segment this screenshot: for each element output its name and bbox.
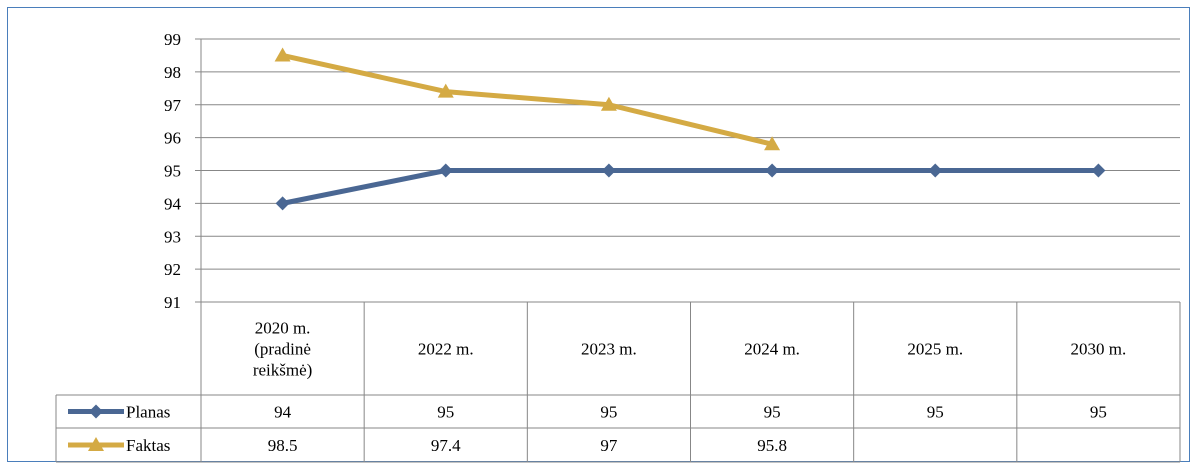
table-cell-value: 95.8 — [757, 436, 787, 455]
category-label: 2023 m. — [581, 340, 637, 359]
table-cell-value: 94 — [274, 403, 292, 422]
y-tick-label: 98 — [164, 63, 181, 82]
data-table: 2020 m. (pradinė reikšmė) 2022 m. 2023 m. 202… — [55, 302, 1181, 463]
data-point-diamond — [275, 196, 290, 211]
table-cell-value: 95 — [927, 403, 944, 422]
category-label: reikšmė) — [253, 361, 312, 380]
y-tick-label: 94 — [164, 194, 182, 213]
y-tick-label: 96 — [164, 129, 181, 148]
y-tick-label: 92 — [164, 260, 181, 279]
category-label: 2025 m. — [907, 340, 963, 359]
category-label: (pradinė — [254, 340, 311, 359]
table-cell-value: 95 — [600, 403, 617, 422]
data-point-diamond — [601, 163, 616, 178]
y-tick-label: 99 — [164, 30, 181, 49]
series-line-planas — [282, 168, 1099, 206]
series-line-faktas — [282, 52, 773, 147]
y-tick-label: 91 — [164, 293, 181, 312]
table-cell-value: 98.5 — [268, 436, 298, 455]
category-label: 2022 m. — [418, 340, 474, 359]
legend-key-triangle-marker — [88, 437, 104, 451]
data-point-triangle — [274, 47, 291, 62]
data-point-triangle — [600, 96, 617, 111]
data-point-diamond — [438, 163, 453, 178]
category-label: 2024 m. — [744, 340, 800, 359]
table-cell-value: 95 — [1090, 403, 1107, 422]
category-label: 2020 m. — [255, 319, 311, 338]
table-cell-value: 95 — [764, 403, 781, 422]
legend-label: Faktas — [126, 436, 170, 455]
data-point-triangle — [764, 136, 781, 151]
legend-key-diamond-marker — [89, 404, 103, 419]
y-tick-label: 95 — [164, 162, 181, 181]
y-axis: 91 92 93 94 95 96 97 98 99 — [164, 30, 202, 312]
data-point-triangle — [437, 83, 454, 98]
y-tick-label: 97 — [164, 96, 182, 115]
series-lines — [274, 47, 1106, 211]
data-point-diamond — [1091, 163, 1106, 178]
category-label: 2030 m. — [1071, 340, 1127, 359]
data-point-diamond — [928, 163, 943, 178]
y-tick-label: 93 — [164, 227, 181, 246]
legend-label: Planas — [126, 403, 170, 422]
table-cell-value: 97.4 — [431, 436, 461, 455]
table-cell-value: 97 — [600, 436, 618, 455]
table-cell-value: 95 — [437, 403, 454, 422]
data-point-diamond — [765, 163, 780, 178]
